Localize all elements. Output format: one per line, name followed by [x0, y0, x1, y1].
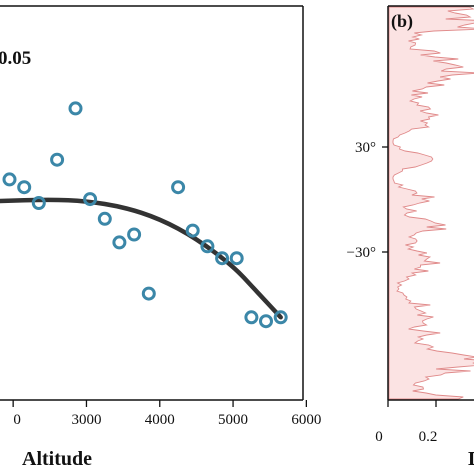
- panel-b-x-tick-label-0.2: 0.2: [419, 429, 438, 445]
- panel-a-x-tick-label: 6000: [291, 412, 321, 428]
- panel-a-x-tick-label: 5000: [218, 412, 248, 428]
- panel-a-data-point: [200, 239, 215, 254]
- panel-a-data-point: [112, 235, 127, 250]
- panel-a-data-point: [83, 192, 98, 207]
- panel-b-x-axis-label: D: [468, 448, 474, 470]
- panel-a-data-point: [259, 314, 273, 329]
- panel-a-fit-curve: [0, 197, 283, 320]
- panel-a-data-point: [127, 227, 142, 242]
- panel-a-x-tick-label: 3000: [71, 412, 101, 428]
- panel-a-x-axis-label: Altitude: [22, 448, 92, 470]
- panel-a-x-tick-label: 0: [13, 412, 21, 428]
- panel-a-data-point: [229, 251, 244, 266]
- panel-a-x-tick-label: 4000: [145, 412, 175, 428]
- panel-a-data-point: [141, 286, 156, 301]
- panel-a-data-point: [50, 152, 65, 167]
- panel-a-data-point: [97, 211, 112, 226]
- panel-a-data-point: [185, 223, 200, 238]
- panel-b-y-tick-label-30n: 30°: [355, 140, 376, 156]
- panel-a-data-point: [68, 101, 83, 116]
- panel-a-x-ticks: 0 3000 4000 5000 6000: [12, 400, 321, 428]
- panel-a-points: [2, 101, 288, 329]
- panel-a-data-point: [244, 310, 259, 325]
- panel-a: 0.05 0 3000 4000 5000 6000 Altitude: [0, 5, 321, 470]
- panel-a-data-point: [273, 310, 288, 325]
- panel-b-y-tick-label-30s: −30°: [347, 245, 376, 261]
- panel-a-annotation: 0.05: [0, 48, 31, 69]
- panel-a-data-point: [171, 180, 186, 195]
- panel-b: (b) 30° −30° 0 0.2 D: [347, 5, 474, 470]
- panel-a-data-point: [31, 196, 46, 210]
- panel-b-x-tick-label-0: 0: [375, 429, 383, 445]
- panel-a-data-point: [17, 180, 32, 195]
- panel-b-distribution-fill: [388, 6, 474, 400]
- panel-a-data-point: [215, 251, 230, 266]
- panel-b-label: (b): [391, 11, 413, 32]
- panel-a-data-point: [2, 172, 17, 187]
